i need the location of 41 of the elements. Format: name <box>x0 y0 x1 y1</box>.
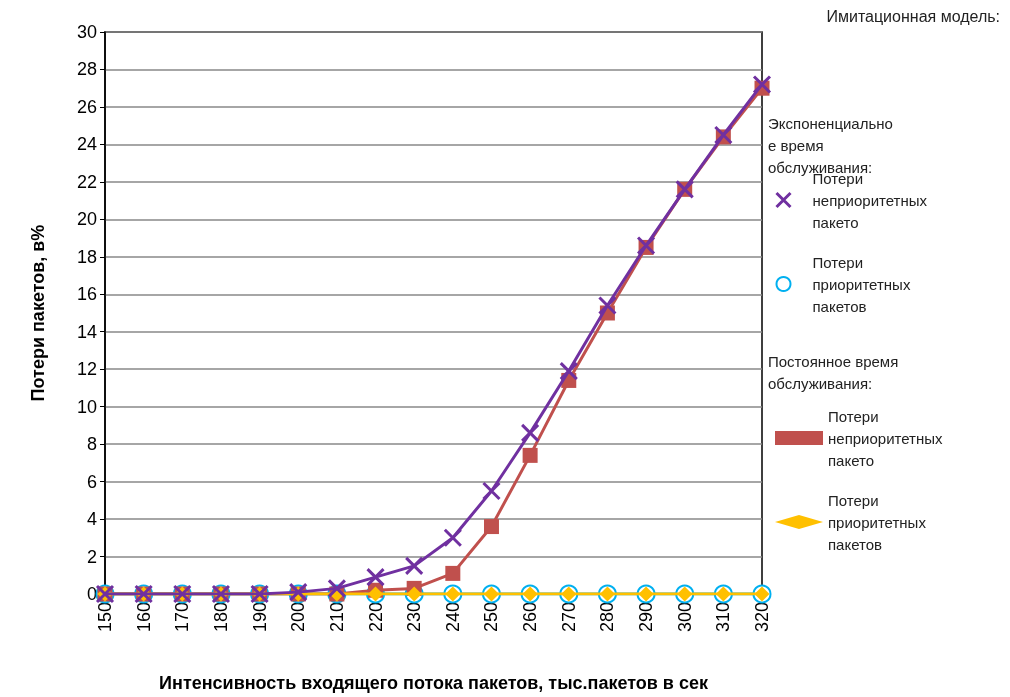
x-tick-label: 270 <box>558 602 579 633</box>
y-tick-label: 14 <box>76 321 97 342</box>
x-tick-label: 160 <box>133 602 154 633</box>
x-tick-label: 250 <box>481 602 502 633</box>
x-tick-label: 200 <box>288 602 309 633</box>
x-tick-label: 240 <box>442 602 463 633</box>
x-axis-title: Интенсивность входящего потока пакетов, тыс.пакетов в сек <box>159 673 709 693</box>
x-tick-label: 210 <box>326 602 347 633</box>
y-tick-label: 6 <box>86 471 97 492</box>
y-tick-label: 18 <box>76 246 97 267</box>
y-tick-label: 0 <box>86 584 97 604</box>
x-tick-label: 260 <box>520 602 541 633</box>
x-tick-label: 220 <box>365 602 386 633</box>
y-tick-label: 20 <box>76 209 97 230</box>
legend-label: Потери приоритетных пакетов <box>812 253 911 315</box>
y-tick-label: 16 <box>76 284 97 305</box>
x-tick-label: 300 <box>674 602 695 633</box>
y-tick-label: 22 <box>76 171 97 192</box>
y-tick-label: 28 <box>76 59 97 80</box>
y-tick-label: 4 <box>86 509 97 530</box>
legend-label: Потери неприоритетных пакето <box>828 407 944 469</box>
legend-title: Имитационная модель: <box>826 7 1000 25</box>
y-tick-label: 10 <box>76 396 97 417</box>
x-tick-label: 190 <box>249 602 270 633</box>
x-tick-label: 320 <box>752 602 772 633</box>
text: Постоянное время обслуживания: <box>768 352 903 392</box>
x-tick-label: 310 <box>713 602 734 633</box>
y-tick-label: 8 <box>86 434 97 455</box>
y-tick-label: 2 <box>86 546 97 567</box>
legend-label: Потери приоритетных пакетов <box>828 491 927 553</box>
y-axis-title: Потери пакетов, в% <box>28 224 48 402</box>
y-tick-label: 12 <box>76 359 97 380</box>
y-tick-label: 30 <box>76 22 97 42</box>
x-tick-label: 170 <box>172 602 193 633</box>
x-tick-label: 280 <box>597 602 618 633</box>
y-tick-label: 26 <box>76 96 97 117</box>
x-tick-label: 180 <box>210 602 231 633</box>
y-tick-label: 24 <box>76 134 97 155</box>
x-tick-label: 150 <box>95 602 115 633</box>
x-tick-label: 290 <box>636 602 657 633</box>
x-tick-label: 230 <box>404 602 425 633</box>
